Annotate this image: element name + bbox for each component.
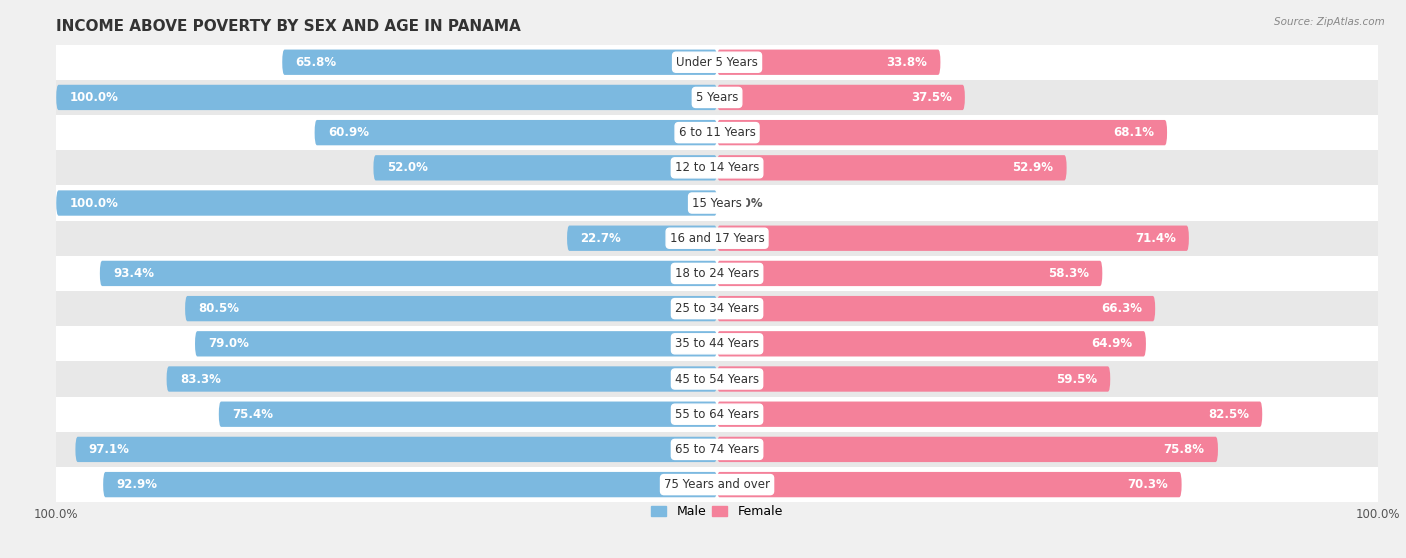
Text: 79.0%: 79.0%: [208, 338, 249, 350]
FancyBboxPatch shape: [56, 185, 1378, 220]
Text: INCOME ABOVE POVERTY BY SEX AND AGE IN PANAMA: INCOME ABOVE POVERTY BY SEX AND AGE IN P…: [56, 19, 522, 33]
FancyBboxPatch shape: [166, 367, 717, 392]
FancyBboxPatch shape: [717, 402, 1263, 427]
FancyBboxPatch shape: [56, 85, 717, 110]
Text: 60.9%: 60.9%: [328, 126, 368, 139]
Text: 100.0%: 100.0%: [69, 91, 118, 104]
Text: 15 Years: 15 Years: [692, 196, 742, 209]
FancyBboxPatch shape: [56, 326, 1378, 362]
FancyBboxPatch shape: [100, 261, 717, 286]
FancyBboxPatch shape: [56, 291, 1378, 326]
FancyBboxPatch shape: [56, 115, 1378, 150]
FancyBboxPatch shape: [717, 225, 1189, 251]
FancyBboxPatch shape: [717, 85, 965, 110]
FancyBboxPatch shape: [567, 225, 717, 251]
Text: 22.7%: 22.7%: [581, 232, 621, 245]
FancyBboxPatch shape: [195, 331, 717, 357]
Text: 75 Years and over: 75 Years and over: [664, 478, 770, 491]
Text: Source: ZipAtlas.com: Source: ZipAtlas.com: [1274, 17, 1385, 27]
FancyBboxPatch shape: [717, 155, 1067, 180]
FancyBboxPatch shape: [103, 472, 717, 497]
Text: 18 to 24 Years: 18 to 24 Years: [675, 267, 759, 280]
FancyBboxPatch shape: [56, 467, 1378, 502]
Text: 35 to 44 Years: 35 to 44 Years: [675, 338, 759, 350]
FancyBboxPatch shape: [56, 190, 717, 216]
FancyBboxPatch shape: [56, 220, 1378, 256]
Legend: Male, Female: Male, Female: [647, 501, 787, 523]
Text: 25 to 34 Years: 25 to 34 Years: [675, 302, 759, 315]
Text: 75.4%: 75.4%: [232, 408, 273, 421]
Text: 92.9%: 92.9%: [117, 478, 157, 491]
Text: 0.0%: 0.0%: [730, 196, 763, 209]
Text: 82.5%: 82.5%: [1208, 408, 1249, 421]
FancyBboxPatch shape: [717, 331, 1146, 357]
Text: 59.5%: 59.5%: [1056, 373, 1097, 386]
Text: 93.4%: 93.4%: [112, 267, 155, 280]
Text: 52.9%: 52.9%: [1012, 161, 1053, 174]
Text: 83.3%: 83.3%: [180, 373, 221, 386]
FancyBboxPatch shape: [56, 256, 1378, 291]
Text: 71.4%: 71.4%: [1135, 232, 1175, 245]
Text: 16 and 17 Years: 16 and 17 Years: [669, 232, 765, 245]
FancyBboxPatch shape: [717, 261, 1102, 286]
FancyBboxPatch shape: [56, 397, 1378, 432]
FancyBboxPatch shape: [56, 150, 1378, 185]
Text: 100.0%: 100.0%: [69, 196, 118, 209]
FancyBboxPatch shape: [717, 120, 1167, 145]
FancyBboxPatch shape: [717, 50, 941, 75]
FancyBboxPatch shape: [717, 367, 1111, 392]
Text: 45 to 54 Years: 45 to 54 Years: [675, 373, 759, 386]
Text: 70.3%: 70.3%: [1128, 478, 1168, 491]
FancyBboxPatch shape: [56, 45, 1378, 80]
FancyBboxPatch shape: [56, 362, 1378, 397]
FancyBboxPatch shape: [717, 437, 1218, 462]
Text: 6 to 11 Years: 6 to 11 Years: [679, 126, 755, 139]
FancyBboxPatch shape: [374, 155, 717, 180]
Text: 12 to 14 Years: 12 to 14 Years: [675, 161, 759, 174]
FancyBboxPatch shape: [219, 402, 717, 427]
Text: 65 to 74 Years: 65 to 74 Years: [675, 443, 759, 456]
Text: 52.0%: 52.0%: [387, 161, 427, 174]
Text: 55 to 64 Years: 55 to 64 Years: [675, 408, 759, 421]
Text: 65.8%: 65.8%: [295, 56, 336, 69]
FancyBboxPatch shape: [315, 120, 717, 145]
FancyBboxPatch shape: [186, 296, 717, 321]
Text: 75.8%: 75.8%: [1164, 443, 1205, 456]
Text: 37.5%: 37.5%: [911, 91, 952, 104]
FancyBboxPatch shape: [717, 472, 1181, 497]
Text: Under 5 Years: Under 5 Years: [676, 56, 758, 69]
FancyBboxPatch shape: [56, 80, 1378, 115]
Text: 33.8%: 33.8%: [886, 56, 927, 69]
FancyBboxPatch shape: [76, 437, 717, 462]
Text: 66.3%: 66.3%: [1101, 302, 1142, 315]
Text: 80.5%: 80.5%: [198, 302, 239, 315]
Text: 58.3%: 58.3%: [1047, 267, 1090, 280]
Text: 68.1%: 68.1%: [1114, 126, 1154, 139]
FancyBboxPatch shape: [283, 50, 717, 75]
Text: 5 Years: 5 Years: [696, 91, 738, 104]
FancyBboxPatch shape: [717, 296, 1156, 321]
Text: 97.1%: 97.1%: [89, 443, 129, 456]
Text: 64.9%: 64.9%: [1091, 338, 1133, 350]
FancyBboxPatch shape: [56, 432, 1378, 467]
